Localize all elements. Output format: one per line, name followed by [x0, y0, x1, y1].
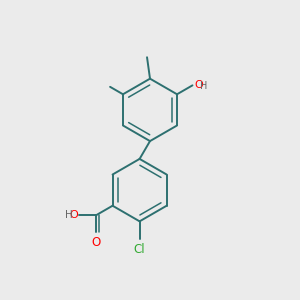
Text: O: O: [194, 80, 203, 90]
Text: O: O: [91, 236, 101, 249]
Text: H: H: [65, 210, 73, 220]
Text: O: O: [70, 210, 79, 220]
Text: Cl: Cl: [134, 243, 146, 256]
Text: H: H: [200, 81, 208, 91]
